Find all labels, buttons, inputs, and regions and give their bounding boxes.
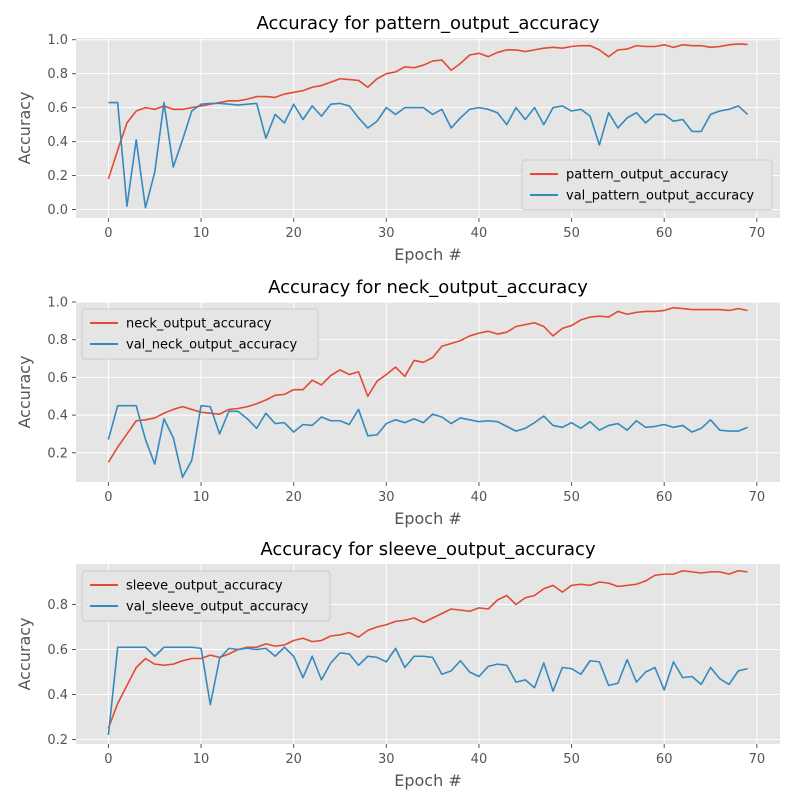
legend-entry-label: val_neck_output_accuracy	[126, 338, 298, 353]
x-tick-label: 30	[378, 752, 395, 767]
subplot-3: 0 10 20 30 40 50 60 70 0.2 0.4 0.6 0.8 Accuracy for …	[15, 539, 780, 790]
subplot-1: 0 10 20 30 40 50 60 70 0.0 0.2 0.4 0.6 0.8 1.0 Accurac…	[15, 13, 780, 264]
x-tick-label: 10	[193, 490, 210, 505]
legend-frame	[81, 570, 331, 622]
x-tick-label: 40	[471, 226, 488, 241]
x-tick-label: 70	[749, 752, 766, 767]
y-tick-label: 0.8	[47, 333, 68, 348]
x-tick-label: 60	[656, 752, 673, 767]
chart-title: Accuracy for sleeve_output_accuracy	[260, 539, 596, 560]
legend: pattern_output_accuracy val_pattern_outpu…	[521, 159, 773, 211]
x-axis-label: Epoch #	[394, 771, 461, 790]
x-axis-label: Epoch #	[394, 509, 461, 528]
y-tick-label: 0.4	[47, 688, 68, 703]
x-tick-label: 0	[104, 226, 112, 241]
subplot-2: 0 10 20 30 40 50 60 70 0.2 0.4 0.6 0.8 1.0 Accuracy f…	[15, 277, 780, 528]
y-tick-label: 0.8	[47, 598, 68, 613]
series-line-val-sleeve-output-accuracy	[107, 646, 748, 736]
y-tick-label: 0.6	[47, 101, 68, 116]
x-tick-label: 20	[285, 490, 302, 505]
chart-title: Accuracy for neck_output_accuracy	[268, 277, 588, 298]
x-tick-label: 0	[104, 490, 112, 505]
x-tick-label: 10	[193, 226, 210, 241]
x-tick-label: 40	[471, 752, 488, 767]
x-tick-label: 20	[285, 752, 302, 767]
y-tick-label: 0.6	[47, 643, 68, 658]
legend: neck_output_accuracy val_neck_output_accu…	[81, 308, 319, 360]
x-tick-label: 70	[749, 226, 766, 241]
x-tick-label: 50	[563, 226, 580, 241]
x-tick-label: 60	[656, 226, 673, 241]
legend-entry-label: pattern_output_accuracy	[566, 168, 729, 183]
y-axis-label: Accuracy	[15, 91, 34, 164]
y-tick-label: 0.4	[47, 409, 68, 424]
x-tick-label: 50	[563, 490, 580, 505]
legend-entry-label: val_pattern_output_accuracy	[566, 189, 754, 204]
series-line-sleeve-output-accuracy	[107, 569, 748, 729]
y-tick-label: 0.4	[47, 135, 68, 150]
y-tick-label: 0.0	[47, 203, 68, 218]
legend-entry-label: val_sleeve_output_accuracy	[126, 600, 309, 615]
legend-entry-label: sleeve_output_accuracy	[126, 579, 283, 594]
x-tick-label: 70	[749, 490, 766, 505]
x-tick-label: 30	[378, 226, 395, 241]
y-tick-label: 0.2	[47, 733, 68, 748]
legend-entry-label: neck_output_accuracy	[126, 317, 272, 332]
y-tick-label: 0.2	[47, 446, 68, 461]
y-tick-label: 0.8	[47, 67, 68, 82]
x-tick-label: 50	[563, 752, 580, 767]
series-line-neck-output-accuracy	[107, 306, 748, 463]
series-line-val-pattern-output-accuracy	[108, 101, 749, 209]
x-axis-label: Epoch #	[394, 245, 461, 264]
legend: sleeve_output_accuracy val_sleeve_output_…	[81, 570, 331, 622]
y-tick-label: 1.0	[47, 296, 68, 311]
legend-frame	[521, 159, 773, 211]
y-axis-label: Accuracy	[15, 617, 34, 690]
x-tick-label: 0	[104, 752, 112, 767]
x-tick-label: 30	[378, 490, 395, 505]
y-tick-label: 0.6	[47, 371, 68, 386]
series-line-val-neck-output-accuracy	[107, 404, 748, 479]
legend-frame	[81, 308, 319, 360]
x-tick-label: 40	[471, 490, 488, 505]
chart-title: Accuracy for pattern_output_accuracy	[256, 13, 599, 34]
x-tick-label: 10	[193, 752, 210, 767]
y-tick-label: 0.2	[47, 169, 68, 184]
x-tick-label: 20	[285, 226, 302, 241]
y-tick-label: 1.0	[47, 33, 68, 48]
x-tick-label: 60	[656, 490, 673, 505]
y-axis-label: Accuracy	[15, 355, 34, 428]
